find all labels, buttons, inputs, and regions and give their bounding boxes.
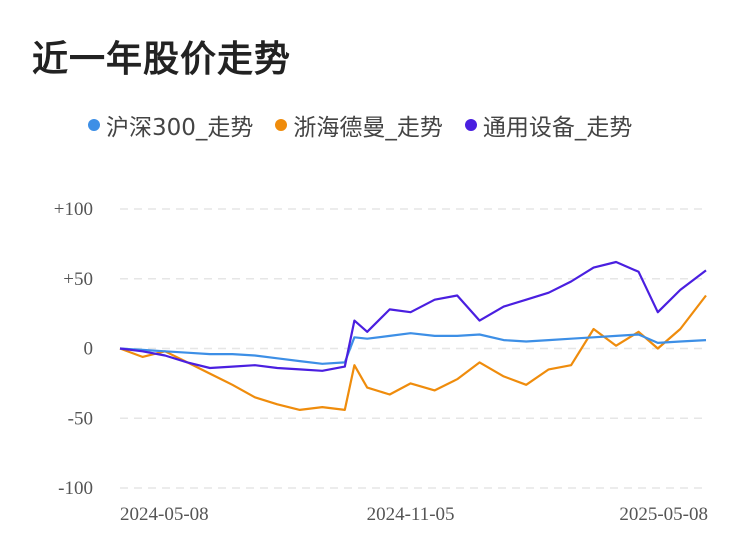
legend-label: 沪深300_走势: [106, 115, 254, 141]
x-tick-label: 2024-11-05: [367, 504, 455, 525]
y-tick-label: +50: [63, 269, 93, 290]
y-tick-label: +100: [54, 199, 93, 220]
grid: [120, 208, 706, 489]
series-line-0: [119, 332, 707, 365]
y-tick-label: 0: [84, 339, 94, 360]
legend-item-tysb[interactable]: 通用设备_走势: [464, 108, 633, 142]
series-lines: [119, 260, 707, 411]
chart-title: 近一年股价走势: [32, 39, 292, 80]
legend-item-zhdm[interactable]: 浙海德曼_走势: [275, 108, 443, 142]
series-line-2: [119, 260, 707, 372]
legend-dot-icon: [88, 119, 100, 131]
y-tick-label: -100: [58, 478, 93, 499]
legend-label: 通用设备_走势: [482, 115, 633, 141]
legend-label: 浙海德曼_走势: [293, 115, 443, 141]
legend-item-hs300[interactable]: 沪深300_走势: [88, 108, 253, 142]
legend-dot-icon: [275, 119, 288, 131]
x-tick-label: 2025-05-08: [619, 504, 708, 525]
series-line-1: [119, 294, 707, 411]
legend-dot-icon: [464, 119, 477, 131]
x-axis: 2024-05-08 2024-11-05 2025-05-08: [120, 504, 708, 525]
legend: 沪深300_走势 浙海德曼_走势 通用设备_走势: [88, 108, 632, 142]
x-tick-label: 2024-05-08: [120, 504, 209, 525]
y-tick-label: -50: [68, 408, 93, 429]
y-axis: +100 +50 0 -50 -100: [54, 199, 93, 499]
